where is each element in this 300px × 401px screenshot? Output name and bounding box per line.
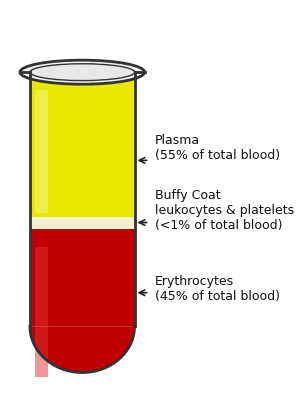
Text: Buffy Coat
leukocytes & platelets
(<1% of total blood): Buffy Coat leukocytes & platelets (<1% o… <box>154 189 294 232</box>
Ellipse shape <box>30 64 135 81</box>
Polygon shape <box>30 326 135 373</box>
Text: Plasma
(55% of total blood): Plasma (55% of total blood) <box>154 134 280 162</box>
Ellipse shape <box>20 60 145 84</box>
Bar <box>35 90 48 213</box>
Bar <box>35 247 48 377</box>
Bar <box>30 217 135 229</box>
Bar <box>30 72 135 217</box>
Text: Erythrocytes
(45% of total blood): Erythrocytes (45% of total blood) <box>154 275 280 303</box>
Bar <box>30 229 135 326</box>
